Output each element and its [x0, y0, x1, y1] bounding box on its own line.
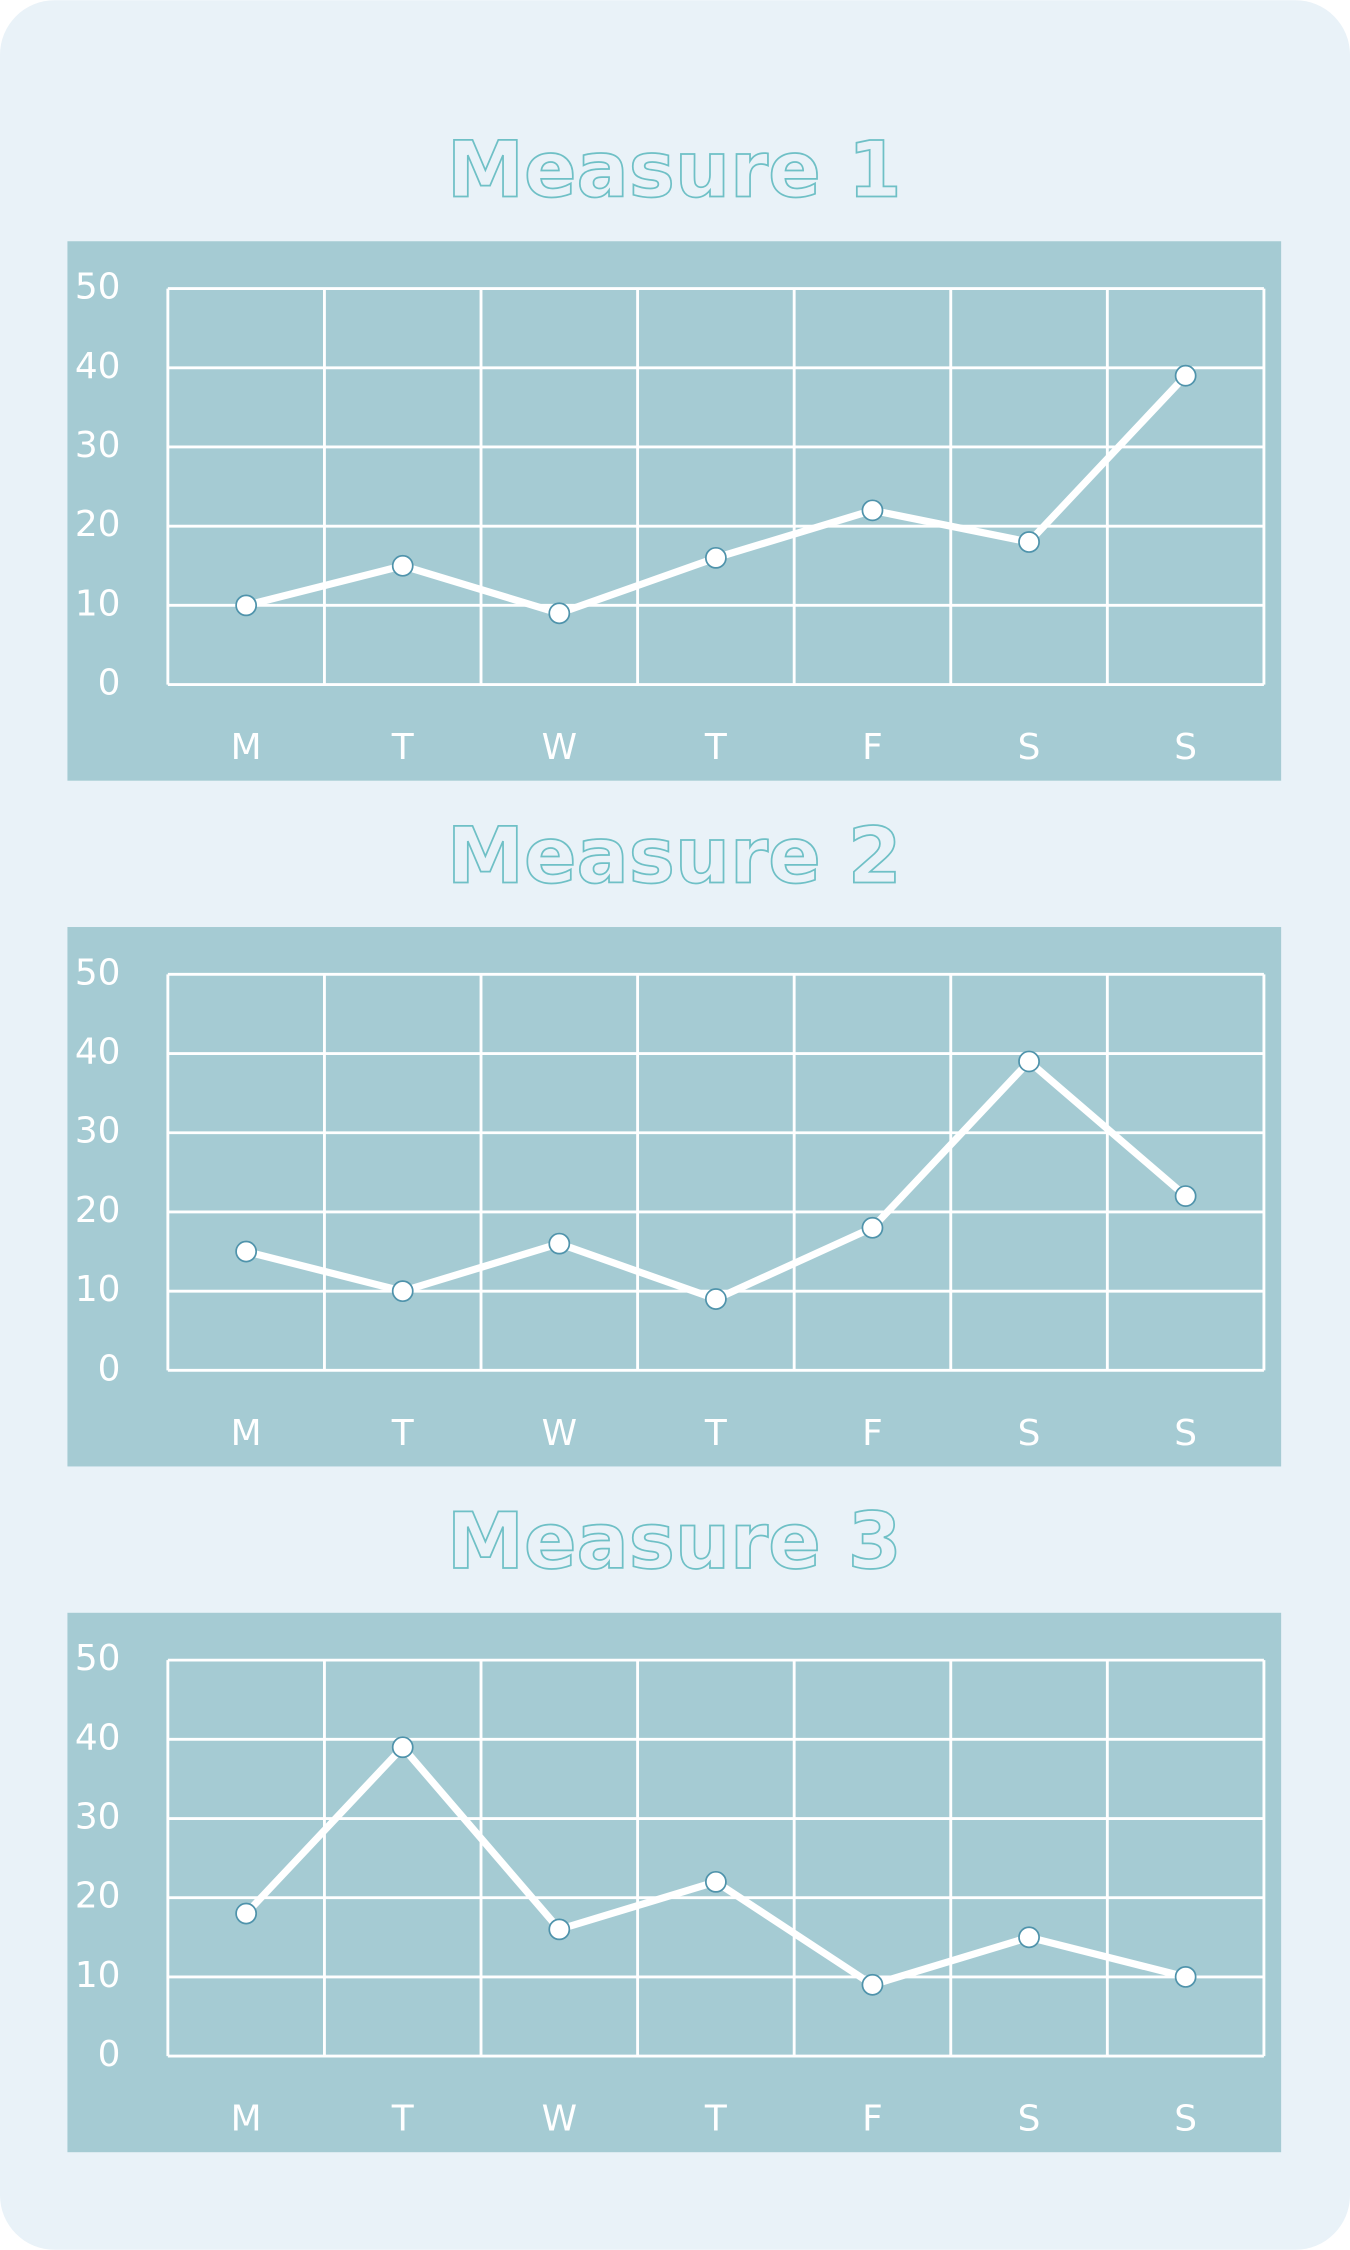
y-tick-label: 0 [98, 1348, 121, 1389]
x-tick-label: S [1174, 1413, 1197, 1454]
x-tick-label: T [391, 2099, 415, 2140]
plot-panel [67, 1612, 1282, 2153]
x-tick-label: F [862, 1413, 883, 1454]
y-tick-label: 10 [75, 1955, 121, 1996]
data-point [235, 1240, 258, 1263]
y-tick-label: 20 [75, 1876, 121, 1917]
chart-title: Measure 1 [447, 126, 902, 216]
x-tick-label: T [704, 1413, 728, 1454]
x-tick-label: W [542, 727, 577, 768]
x-tick-label: M [231, 727, 262, 768]
data-point [391, 554, 414, 577]
data-point [235, 594, 258, 617]
y-tick-label: 40 [75, 346, 121, 387]
data-point [704, 546, 727, 569]
x-tick-label: W [542, 1413, 577, 1454]
y-tick-label: 20 [75, 1190, 121, 1231]
x-tick-label: M [231, 2099, 262, 2140]
data-point [1018, 1926, 1040, 1949]
data-point [861, 1216, 884, 1239]
x-tick-label: T [704, 727, 728, 768]
y-tick-label: 30 [75, 1797, 121, 1838]
data-point [1018, 1050, 1040, 1073]
y-tick-label: 50 [75, 267, 121, 308]
y-tick-label: 50 [75, 952, 121, 993]
data-point [548, 1232, 571, 1255]
x-tick-label: F [862, 2099, 883, 2140]
y-tick-label: 30 [75, 425, 121, 466]
data-point [235, 1902, 258, 1925]
x-tick-label: T [391, 727, 415, 768]
chart-title: Measure 3 [447, 1497, 902, 1587]
chart-title: Measure 2 [447, 811, 902, 901]
y-tick-label: 30 [75, 1111, 121, 1152]
y-tick-label: 40 [75, 1032, 121, 1073]
x-tick-label: S [1018, 1413, 1041, 1454]
x-tick-label: S [1174, 2099, 1197, 2140]
y-tick-label: 10 [75, 583, 121, 624]
x-tick-label: F [862, 727, 883, 768]
data-point [1174, 1965, 1197, 1988]
y-tick-label: 20 [75, 504, 121, 545]
data-point [1018, 531, 1040, 553]
data-point [548, 1918, 571, 1941]
data-point [861, 1973, 884, 1996]
x-tick-label: M [231, 1413, 262, 1454]
x-tick-label: T [704, 2099, 728, 2140]
data-point [704, 1288, 727, 1310]
x-tick-label: T [391, 1413, 415, 1454]
data-point [391, 1280, 414, 1303]
x-tick-label: S [1018, 727, 1041, 768]
x-tick-label: S [1018, 2099, 1041, 2140]
plot-panel [67, 241, 1282, 781]
y-tick-label: 0 [98, 2034, 121, 2075]
plot-panel [67, 927, 1282, 1467]
y-tick-label: 10 [75, 1269, 121, 1310]
data-point [391, 1736, 414, 1759]
data-point [861, 499, 884, 522]
x-tick-label: S [1174, 727, 1197, 768]
y-tick-label: 50 [75, 1638, 121, 1679]
data-point [548, 602, 571, 625]
data-point [1174, 1185, 1197, 1208]
x-tick-label: W [542, 2099, 577, 2140]
y-tick-label: 40 [75, 1717, 121, 1758]
data-point [704, 1870, 727, 1893]
data-point [1174, 364, 1197, 387]
y-tick-label: 0 [98, 663, 121, 704]
